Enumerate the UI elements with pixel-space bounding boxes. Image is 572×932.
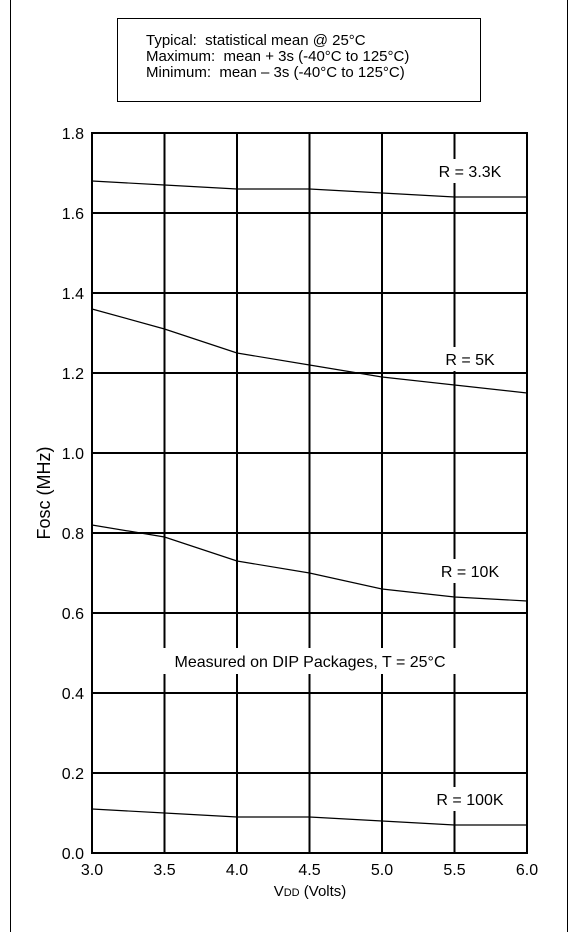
y-tick-label: 1.4 xyxy=(62,286,84,303)
series-line xyxy=(91,180,527,198)
x-tick-label: 6.0 xyxy=(516,862,538,879)
chart-grid xyxy=(91,132,528,854)
series-label-background xyxy=(418,159,522,183)
y-tick-label: 0.0 xyxy=(62,846,84,863)
y-tick-label: 0.2 xyxy=(62,766,84,783)
chart-series: R = 3.3K R = 5K R = 10K R = 100K xyxy=(91,159,528,826)
series-line xyxy=(91,808,527,826)
legend-line-typical: Typical: statistical mean @ 25°C xyxy=(146,32,366,49)
series-label: R = 3.3K xyxy=(439,164,502,181)
series-label: R = 100K xyxy=(436,792,503,809)
y-tick-label: 0.4 xyxy=(62,686,84,703)
series-label: R = 10K xyxy=(441,564,500,581)
chart-ticks: 3.0 3.5 4.0 4.5 5.0 5.5 6.0 0.0 0.2 0.4 0.6 0.8 1.0 1… xyxy=(62,126,538,879)
legend-line-maximum: Maximum: mean + 3s (-40°C to 125°C) xyxy=(146,48,410,65)
legend-box: Typical: statistical mean @ 25°C Maximum… xyxy=(117,18,481,102)
series-line xyxy=(91,308,528,394)
y-tick-label: 1.6 xyxy=(62,206,84,223)
y-tick-label: 1.8 xyxy=(62,126,84,143)
x-tick-label: 5.0 xyxy=(371,862,393,879)
annotation-background xyxy=(126,648,494,674)
x-tick-label: 5.5 xyxy=(443,862,465,879)
x-tick-label: 4.0 xyxy=(226,862,248,879)
series-label-background xyxy=(418,559,522,583)
chart-annotation: Measured on DIP Packages, T = 25°C xyxy=(175,654,446,671)
x-axis-label: VDD (Volts) xyxy=(274,883,347,900)
x-tick-label: 3.5 xyxy=(153,862,175,879)
series-label-background xyxy=(418,347,522,371)
series-label: R = 5K xyxy=(445,352,495,369)
y-tick-label: 0.8 xyxy=(62,526,84,543)
y-tick-label: 0.6 xyxy=(62,606,84,623)
y-axis-label: Fosc (MHz) xyxy=(34,447,54,540)
y-tick-label: 1.2 xyxy=(62,366,84,383)
x-tick-label: 3.0 xyxy=(81,862,103,879)
x-tick-label: 4.5 xyxy=(298,862,320,879)
y-tick-label: 1.0 xyxy=(62,446,84,463)
series-label-background xyxy=(418,787,522,811)
series-line xyxy=(91,524,528,602)
figure-frame xyxy=(10,0,568,932)
legend-line-minimum: Minimum: mean – 3s (-40°C to 125°C) xyxy=(146,64,405,81)
